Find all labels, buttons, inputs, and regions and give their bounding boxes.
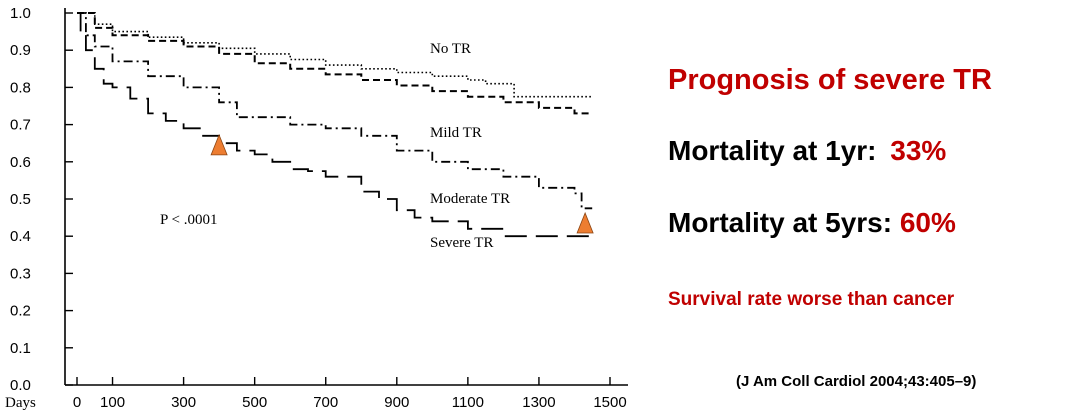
mortality-1yr-line: Mortality at 1yr: 33%	[668, 135, 946, 167]
y-tick-label: 0.3	[10, 265, 31, 282]
series-severe-tr-line	[77, 12, 593, 238]
prognosis-title: Prognosis of severe TR	[668, 64, 992, 96]
series-label-no-tr: No TR	[430, 41, 471, 57]
survival-chart: 0.0 0.1 0.2 0.3 0.4 0.5 0.6 0.7 0.8 0.9 1.0 0 100 300…	[5, 5, 628, 411]
x-tick-label: 1100	[452, 394, 484, 411]
x-tick-label: 700	[313, 394, 338, 411]
survival-note: Survival rate worse than cancer	[668, 289, 955, 310]
mortality-1yr-value: 33%	[890, 135, 947, 166]
series-label-mild-tr: Mild TR	[430, 125, 482, 141]
citation: (J Am Coll Cardiol 2004;43:405–9)	[736, 373, 977, 390]
series-label-severe-tr: Severe TR	[430, 235, 493, 251]
y-tick-label: 0.0	[10, 377, 31, 394]
y-tick-label: 1.0	[10, 5, 31, 22]
mortality-1yr-label: Mortality at 1yr:	[668, 135, 877, 166]
series-mild-tr-line	[77, 12, 593, 115]
y-tick-label: 0.5	[10, 191, 31, 208]
x-tick-label: 0	[73, 394, 81, 411]
mortality-5yr-label: Mortality at 5yrs:	[668, 207, 893, 238]
y-tick-label: 0.8	[10, 79, 31, 96]
x-tick-label: 900	[384, 394, 409, 411]
x-tick-label: 1500	[593, 394, 626, 411]
p-value-annotation: P < .0001	[160, 212, 218, 228]
triangle-marker	[576, 211, 594, 234]
y-tick-label: 0.9	[10, 42, 31, 59]
y-tick-label: 0.7	[10, 117, 31, 134]
y-tick-label: 0.6	[10, 154, 31, 171]
y-tick-label: 0.1	[10, 340, 31, 357]
triangle-marker	[210, 133, 228, 156]
series-no-tr-line	[77, 12, 593, 98]
series-label-moderate-tr: Moderate TR	[430, 191, 510, 207]
mortality-5yr-line: Mortality at 5yrs: 60%	[668, 207, 956, 239]
series-moderate-tr-line	[77, 12, 593, 210]
x-axis-label: Days	[5, 395, 36, 411]
x-tick-label: 1300	[522, 394, 555, 411]
mortality-5yr-value: 60%	[899, 207, 956, 238]
x-tick-label: 300	[171, 394, 196, 411]
y-tick-label: 0.4	[10, 228, 31, 245]
y-tick-label: 0.2	[10, 303, 31, 320]
x-tick-label: 500	[242, 394, 267, 411]
x-tick-label: 100	[100, 394, 125, 411]
